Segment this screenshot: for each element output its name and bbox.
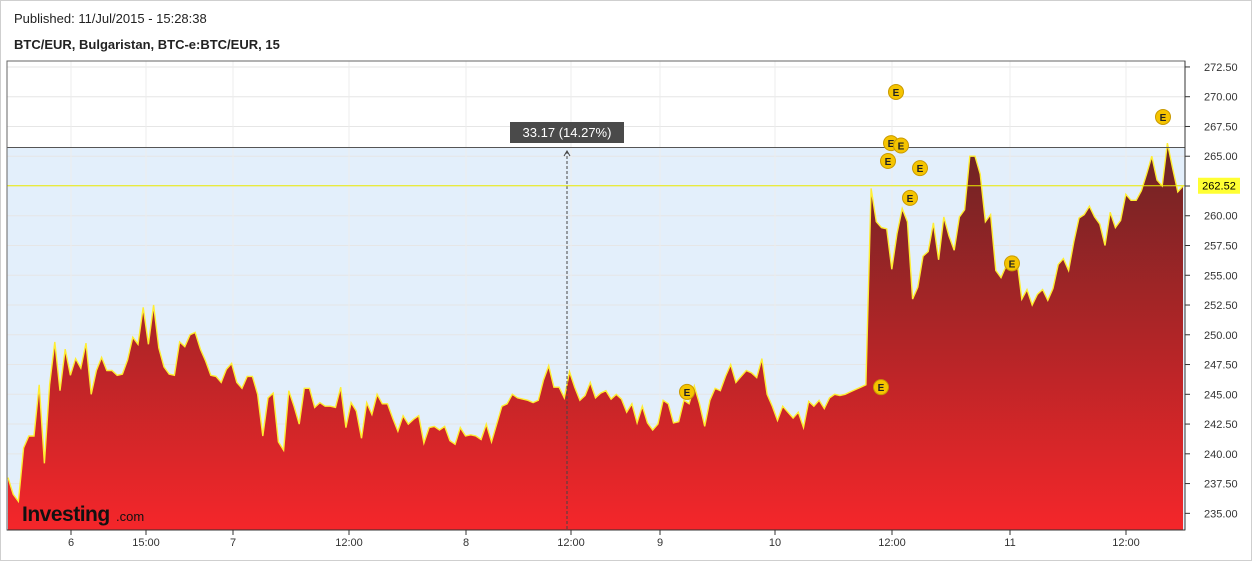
published-timestamp: Published: 11/Jul/2015 - 15:28:38 <box>14 11 207 26</box>
svg-text:262.52: 262.52 <box>1202 181 1236 193</box>
y-tick-label: 250.00 <box>1204 330 1238 342</box>
measurement-arrow-icon <box>563 150 571 157</box>
x-tick-label: 12:00 <box>335 537 363 549</box>
price-line <box>7 142 1184 504</box>
event-marker[interactable]: E <box>912 160 928 177</box>
svg-text:E: E <box>893 88 900 99</box>
svg-text:E: E <box>1160 113 1167 124</box>
x-tick-label: 8 <box>463 537 469 549</box>
y-tick-label: 247.50 <box>1204 360 1238 372</box>
y-tick-label: 240.00 <box>1204 449 1238 461</box>
svg-text:E: E <box>907 194 914 205</box>
y-tick-label: 235.00 <box>1204 508 1238 520</box>
event-marker[interactable]: E <box>1155 108 1171 125</box>
investing-logo: Investing .com <box>22 503 144 526</box>
x-tick-label: 12:00 <box>1112 537 1140 549</box>
y-tick-label: 245.00 <box>1204 389 1238 401</box>
y-tick-label: 270.00 <box>1204 92 1238 104</box>
svg-text:E: E <box>1009 259 1016 270</box>
svg-text:Investing: Investing <box>22 503 110 526</box>
svg-text:E: E <box>878 383 885 394</box>
x-axis-ticks: 6 15:00 7 12:00 8 12:00 9 10 12:00 11 12:00 <box>68 530 1140 549</box>
y-tick-label: 272.50 <box>1204 62 1238 74</box>
y-tick-label: 265.00 <box>1204 151 1238 163</box>
event-marker[interactable]: E <box>888 83 904 100</box>
svg-text:E: E <box>898 142 905 153</box>
price-area <box>8 143 1183 530</box>
svg-text:.com: .com <box>116 509 144 524</box>
event-marker[interactable]: E <box>679 383 695 400</box>
x-tick-label: 12:00 <box>878 537 906 549</box>
y-axis-ticks: 235.00 237.50 240.00 242.50 245.00 247.50 250.… <box>1185 62 1238 520</box>
svg-text:E: E <box>885 157 892 168</box>
event-marker[interactable]: E <box>893 137 909 154</box>
event-marker[interactable]: E <box>1004 255 1020 272</box>
y-tick-label: 260.00 <box>1204 211 1238 223</box>
y-tick-label: 242.50 <box>1204 419 1238 431</box>
x-tick-label: 9 <box>657 537 663 549</box>
y-tick-label: 257.50 <box>1204 241 1238 253</box>
x-tick-label: 10 <box>769 537 781 549</box>
event-marker[interactable]: E <box>873 379 889 396</box>
measurement-label: 33.17 (14.27%) <box>510 122 624 143</box>
svg-text:E: E <box>888 139 895 150</box>
x-tick-label: 6 <box>68 537 74 549</box>
svg-text:E: E <box>684 388 691 399</box>
x-tick-label: 15:00 <box>132 537 160 549</box>
instrument-title: BTC/EUR, Bulgaristan, BTC-e:BTC/EUR, 15 <box>14 37 280 52</box>
event-marker[interactable]: E <box>902 189 918 206</box>
x-tick-label: 11 <box>1004 537 1015 549</box>
svg-text:E: E <box>917 164 924 175</box>
event-marker[interactable]: E <box>880 152 896 169</box>
y-tick-label: 255.00 <box>1204 270 1238 282</box>
x-tick-label: 7 <box>230 537 236 549</box>
last-price-tag: 262.52 <box>1198 177 1240 194</box>
y-tick-label: 252.50 <box>1204 300 1238 312</box>
x-tick-label: 12:00 <box>557 537 585 549</box>
y-tick-label: 267.50 <box>1204 121 1238 133</box>
svg-text:33.17 (14.27%): 33.17 (14.27%) <box>523 125 612 140</box>
y-tick-label: 237.50 <box>1204 479 1238 491</box>
